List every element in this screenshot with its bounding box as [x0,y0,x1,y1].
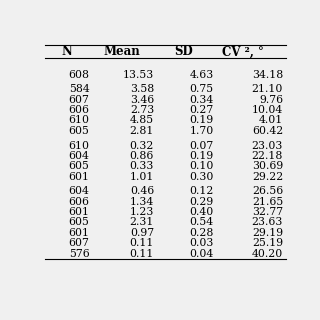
Text: 22.18: 22.18 [252,151,283,161]
Text: 30.69: 30.69 [252,161,283,171]
Text: 584: 584 [69,84,90,94]
Text: 3.58: 3.58 [130,84,154,94]
Text: 0.19: 0.19 [189,116,214,125]
Text: 0.86: 0.86 [130,151,154,161]
Text: 604: 604 [69,151,90,161]
Text: 608: 608 [68,70,90,80]
Text: 0.75: 0.75 [189,84,214,94]
Text: N: N [62,45,73,59]
Text: 2.73: 2.73 [130,105,154,115]
Text: 0.97: 0.97 [130,228,154,238]
Text: 29.19: 29.19 [252,228,283,238]
Text: 0.10: 0.10 [189,161,214,171]
Text: 0.32: 0.32 [130,140,154,151]
Text: 605: 605 [69,161,90,171]
Text: 23.03: 23.03 [252,140,283,151]
Text: 21.10: 21.10 [252,84,283,94]
Text: 29.22: 29.22 [252,172,283,182]
Text: 0.30: 0.30 [189,172,214,182]
Text: 1.34: 1.34 [130,197,154,207]
Text: 601: 601 [68,172,90,182]
Text: 9.76: 9.76 [259,95,283,105]
Text: 3.46: 3.46 [130,95,154,105]
Text: 32.77: 32.77 [252,207,283,217]
Text: 21.65: 21.65 [252,197,283,207]
Text: 0.03: 0.03 [189,238,214,248]
Text: 2.31: 2.31 [130,218,154,228]
Text: 40.20: 40.20 [252,249,283,259]
Text: 1.23: 1.23 [130,207,154,217]
Text: 0.07: 0.07 [189,140,214,151]
Text: 610: 610 [68,140,90,151]
Text: 23.63: 23.63 [252,218,283,228]
Text: 4.85: 4.85 [130,116,154,125]
Text: 0.11: 0.11 [130,249,154,259]
Text: 0.40: 0.40 [189,207,214,217]
Text: 601: 601 [68,207,90,217]
Text: 576: 576 [69,249,90,259]
Text: 606: 606 [68,105,90,115]
Text: 0.46: 0.46 [130,187,154,196]
Text: 1.01: 1.01 [130,172,154,182]
Text: 0.27: 0.27 [189,105,214,115]
Text: 607: 607 [69,95,90,105]
Text: 605: 605 [69,126,90,136]
Text: 1.70: 1.70 [189,126,214,136]
Text: 0.34: 0.34 [189,95,214,105]
Text: SD: SD [174,45,193,59]
Text: 607: 607 [69,238,90,248]
Text: 0.33: 0.33 [130,161,154,171]
Text: 0.28: 0.28 [189,228,214,238]
Text: 0.04: 0.04 [189,249,214,259]
Text: 34.18: 34.18 [252,70,283,80]
Text: 2.81: 2.81 [130,126,154,136]
Text: 13.53: 13.53 [123,70,154,80]
Text: 0.19: 0.19 [189,151,214,161]
Text: 0.54: 0.54 [189,218,214,228]
Text: 606: 606 [68,197,90,207]
Text: 25.19: 25.19 [252,238,283,248]
Text: CV ², °: CV ², ° [222,45,264,59]
Text: 610: 610 [68,116,90,125]
Text: 604: 604 [69,187,90,196]
Text: 26.56: 26.56 [252,187,283,196]
Text: 605: 605 [69,218,90,228]
Text: 0.12: 0.12 [189,187,214,196]
Text: 601: 601 [68,228,90,238]
Text: 0.29: 0.29 [189,197,214,207]
Text: Mean: Mean [103,45,140,59]
Text: 4.63: 4.63 [189,70,214,80]
Text: 10.04: 10.04 [252,105,283,115]
Text: 4.01: 4.01 [259,116,283,125]
Text: 60.42: 60.42 [252,126,283,136]
Text: 0.11: 0.11 [130,238,154,248]
